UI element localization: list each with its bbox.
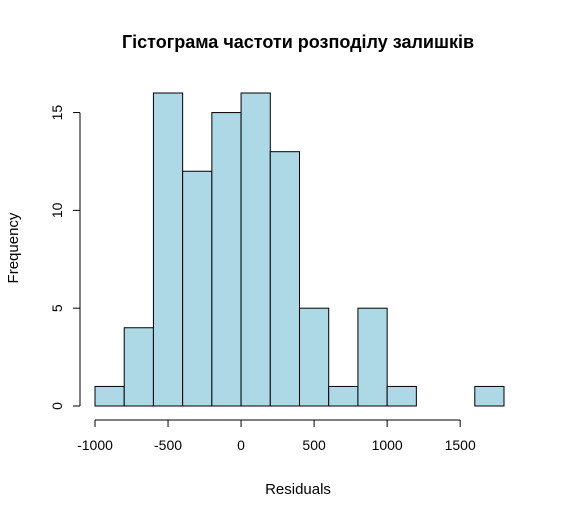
histogram-bar (386, 385, 417, 407)
x-tick-label: -500 (154, 437, 182, 453)
x-tick-label: 0 (237, 437, 245, 453)
histogram-bar (328, 385, 359, 407)
histogram-bar (211, 112, 242, 407)
x-tick-label: 1500 (445, 437, 476, 453)
y-axis: 0 5 10 15 (49, 105, 81, 410)
histogram-bar (182, 170, 213, 407)
x-axis-label: Residuals (265, 481, 331, 498)
y-tick-label: 15 (49, 105, 65, 121)
x-axis: -1000 -500 0 500 1000 1500 (77, 419, 476, 453)
y-axis-label: Frequency (5, 212, 22, 283)
histogram-bar (269, 151, 300, 407)
y-tick-label: 5 (49, 304, 65, 312)
x-tick-label: 500 (302, 437, 326, 453)
histogram-bar (474, 385, 505, 407)
y-tick-label: 0 (49, 402, 65, 410)
x-tick-label: 1000 (372, 437, 403, 453)
x-tick-label: -1000 (77, 437, 113, 453)
histogram-bar (240, 92, 271, 407)
histogram-bar (94, 385, 125, 407)
chart-title: Гістограма частоти розподілу залишків (122, 32, 474, 52)
bars-group (94, 92, 505, 407)
histogram-bar (152, 92, 184, 407)
histogram-bar (357, 307, 388, 407)
y-tick-label: 10 (49, 202, 65, 218)
histogram-bar (299, 307, 330, 407)
histogram-bar (123, 327, 154, 407)
